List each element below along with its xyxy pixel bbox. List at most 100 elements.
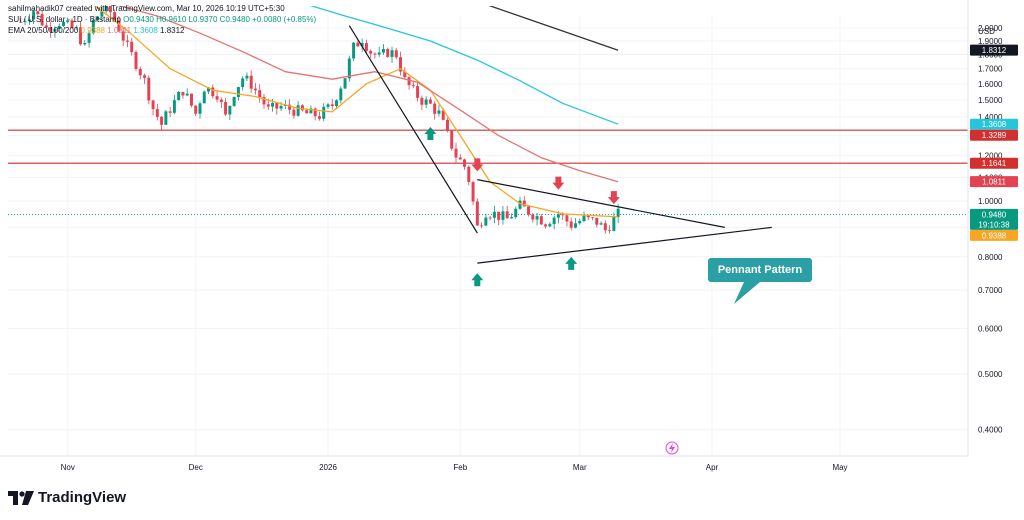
price-tick-label: 0.5000 — [978, 370, 1003, 379]
candle-body — [211, 87, 215, 97]
price-axis[interactable]: USD2.00001.90001.80001.70001.60001.50001… — [967, 0, 1003, 456]
candle-body — [271, 102, 275, 107]
candle-body — [87, 33, 91, 43]
price-tag-label: 1.0811 — [982, 178, 1006, 187]
candle-body — [445, 119, 449, 131]
candle-body — [339, 88, 343, 101]
tradingview-logo[interactable]: TradingView — [8, 489, 126, 506]
time-tick-label: May — [832, 463, 847, 472]
candle-body — [608, 230, 612, 232]
candle-body — [578, 221, 582, 224]
candle-body — [49, 27, 53, 32]
candle — [245, 72, 249, 82]
tradingview-logo-icon — [8, 490, 34, 505]
candle — [339, 86, 343, 104]
candle-body — [509, 217, 513, 219]
candle-body — [177, 92, 181, 101]
candle-body — [488, 217, 492, 219]
candle-body — [19, 22, 23, 23]
candle-body — [518, 200, 522, 209]
candle-body — [373, 53, 377, 55]
candle — [591, 216, 595, 221]
time-tick-label: Feb — [453, 463, 467, 472]
candle-body — [330, 104, 334, 107]
price-axis-unit: USD — [978, 27, 995, 36]
candle-body — [552, 217, 556, 225]
candle-body — [228, 105, 232, 115]
ema-label: EMA 20/50/100/200 — [8, 26, 79, 35]
candle-body — [74, 27, 78, 29]
candle-body — [151, 100, 155, 110]
price-tag: 0.9388 — [970, 229, 1018, 241]
price-tag: 1.0811 — [970, 176, 1018, 188]
candle — [292, 107, 296, 119]
candle — [36, 10, 40, 18]
candle — [143, 73, 147, 84]
candle-body — [296, 105, 300, 116]
candle-body — [599, 223, 603, 225]
candle — [509, 213, 513, 219]
candle-body — [232, 97, 236, 106]
candle — [445, 117, 449, 133]
candle — [612, 212, 616, 232]
pennant-pattern-label: Pennant Pattern — [708, 258, 812, 282]
candle-body — [300, 105, 304, 111]
candle-body — [100, 11, 104, 17]
candle-body — [207, 87, 211, 92]
candle — [61, 20, 65, 27]
candle — [492, 205, 496, 224]
candle — [322, 103, 326, 122]
candle-body — [309, 108, 313, 114]
candle-body — [249, 75, 253, 89]
candle-body — [424, 99, 428, 105]
candle — [79, 21, 83, 46]
candle — [202, 90, 206, 104]
ema-legend[interactable]: EMA 20/50/100/200 0.9388 1.0811 1.3608 1… — [8, 26, 185, 35]
candle — [407, 76, 411, 90]
candle-body — [539, 216, 543, 225]
candle — [228, 105, 232, 121]
candle — [488, 215, 492, 221]
candle-body — [492, 211, 496, 218]
downtrend-trendline — [348, 25, 478, 234]
candle-body — [416, 86, 420, 98]
candle — [125, 34, 129, 48]
price-tick-label: 0.6000 — [978, 325, 1003, 334]
ema50-line — [118, 6, 619, 183]
candle-body — [364, 43, 368, 51]
price-tag-label: 1.3289 — [982, 131, 1007, 140]
ema100-line — [309, 6, 619, 125]
candle — [249, 70, 253, 93]
candle-body — [279, 106, 283, 109]
candle-body — [83, 42, 87, 45]
candle-body — [343, 78, 347, 89]
price-tag-bg — [970, 208, 1018, 230]
time-tick-label: Apr — [706, 463, 719, 472]
candle — [70, 18, 74, 29]
candle — [552, 215, 556, 230]
candle-body — [117, 20, 121, 32]
candle — [411, 81, 415, 89]
ema200-line — [488, 6, 619, 51]
candle — [194, 105, 198, 116]
candle — [211, 84, 215, 99]
candle-body — [288, 104, 292, 110]
candle — [317, 111, 321, 121]
candle-body — [573, 223, 577, 228]
candle — [399, 51, 403, 76]
candle — [219, 97, 223, 108]
candle — [232, 96, 236, 108]
candle-body — [108, 6, 112, 13]
time-axis[interactable]: Nov Dec 2026 Feb Mar Apr May — [0, 455, 968, 472]
candle — [288, 99, 292, 115]
candle-body — [484, 217, 488, 226]
candle — [87, 30, 91, 48]
horizontal-levels — [8, 129, 968, 215]
lightning-icon — [665, 441, 679, 455]
candle — [335, 99, 339, 110]
candle — [535, 212, 539, 226]
symbol-name[interactable]: SUI / U.S. dollar · 1D · Bitstamp — [8, 15, 121, 24]
candle-body — [202, 91, 206, 104]
